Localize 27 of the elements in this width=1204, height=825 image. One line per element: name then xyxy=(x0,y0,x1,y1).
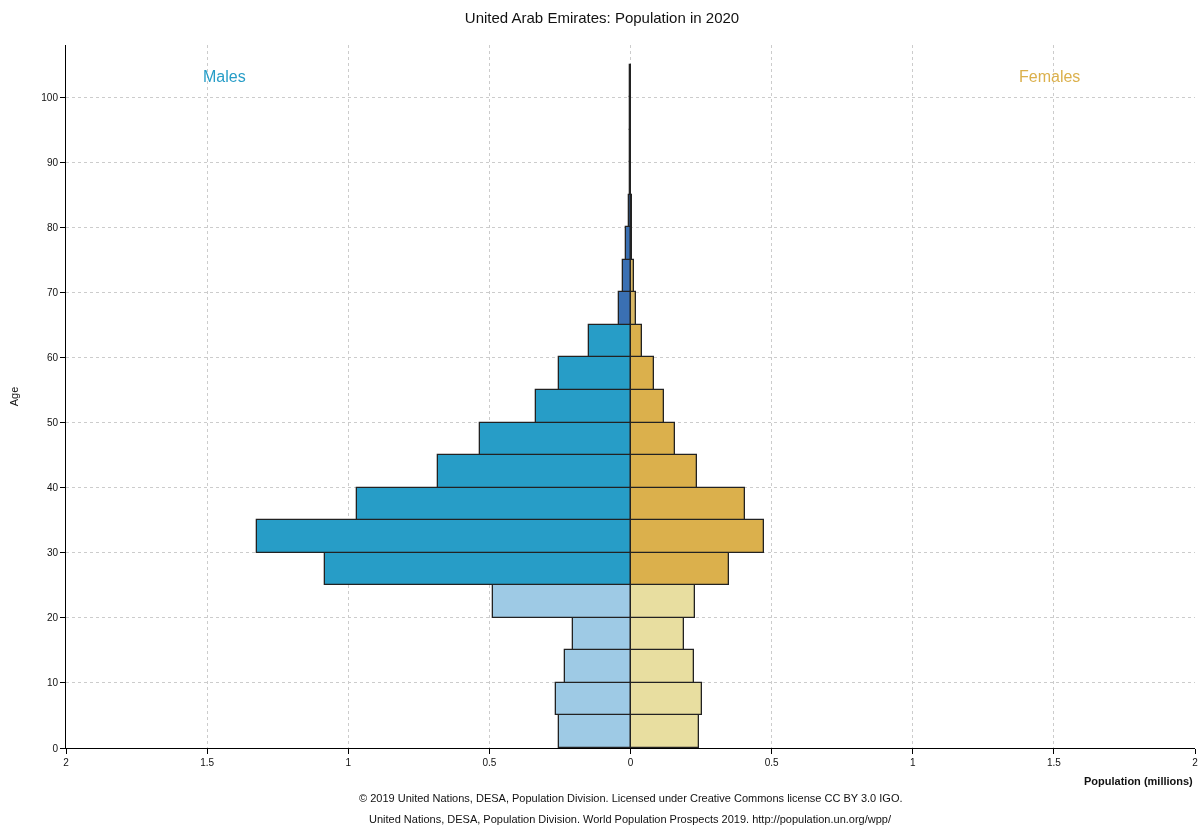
text: United Nations, DESA, Population Division. World Population Prospects 2019. http://population.un.org/wpp/ xyxy=(369,813,892,825)
y-tick-label: 10 xyxy=(46,677,59,689)
x-tick-label: 0.5 xyxy=(482,757,497,768)
x-tick-label: 2 xyxy=(63,757,70,768)
y-tick-label: 70 xyxy=(46,286,59,298)
text: © 2019 United Nations, DESA, Population Division. Licensed under Creative Commons license CC BY 3.0 IGO. xyxy=(359,792,903,804)
x-axis-title: Population (millions) xyxy=(1084,775,1194,787)
text: Females xyxy=(1019,68,1081,85)
x-tick-label: 1.5 xyxy=(1046,757,1062,768)
y-tick-label: 80 xyxy=(46,221,59,233)
x-tick-label: 1 xyxy=(909,757,916,768)
x-tick-label: 0.5 xyxy=(764,757,780,768)
y-tick-label: 100 xyxy=(41,91,59,103)
y-axis-title: Age xyxy=(7,386,20,407)
y-tick-label: 40 xyxy=(46,482,59,494)
x-tick-label: 0 xyxy=(627,757,634,768)
text: Males xyxy=(203,68,246,85)
y-tick-label: 50 xyxy=(46,417,59,429)
x-tick-label: 1 xyxy=(345,757,352,768)
y-tick-label: 60 xyxy=(46,351,59,363)
chart-title: United Arab Emirates: Population in 2020 xyxy=(464,8,740,26)
y-tick-label: 0 xyxy=(52,742,59,754)
y-tick-label: 30 xyxy=(46,547,59,559)
y-tick-label: 20 xyxy=(46,612,59,624)
y-tick-label: 90 xyxy=(46,156,59,168)
x-tick-label: 2 xyxy=(1192,757,1199,768)
x-tick-label: 1.5 xyxy=(200,757,215,768)
